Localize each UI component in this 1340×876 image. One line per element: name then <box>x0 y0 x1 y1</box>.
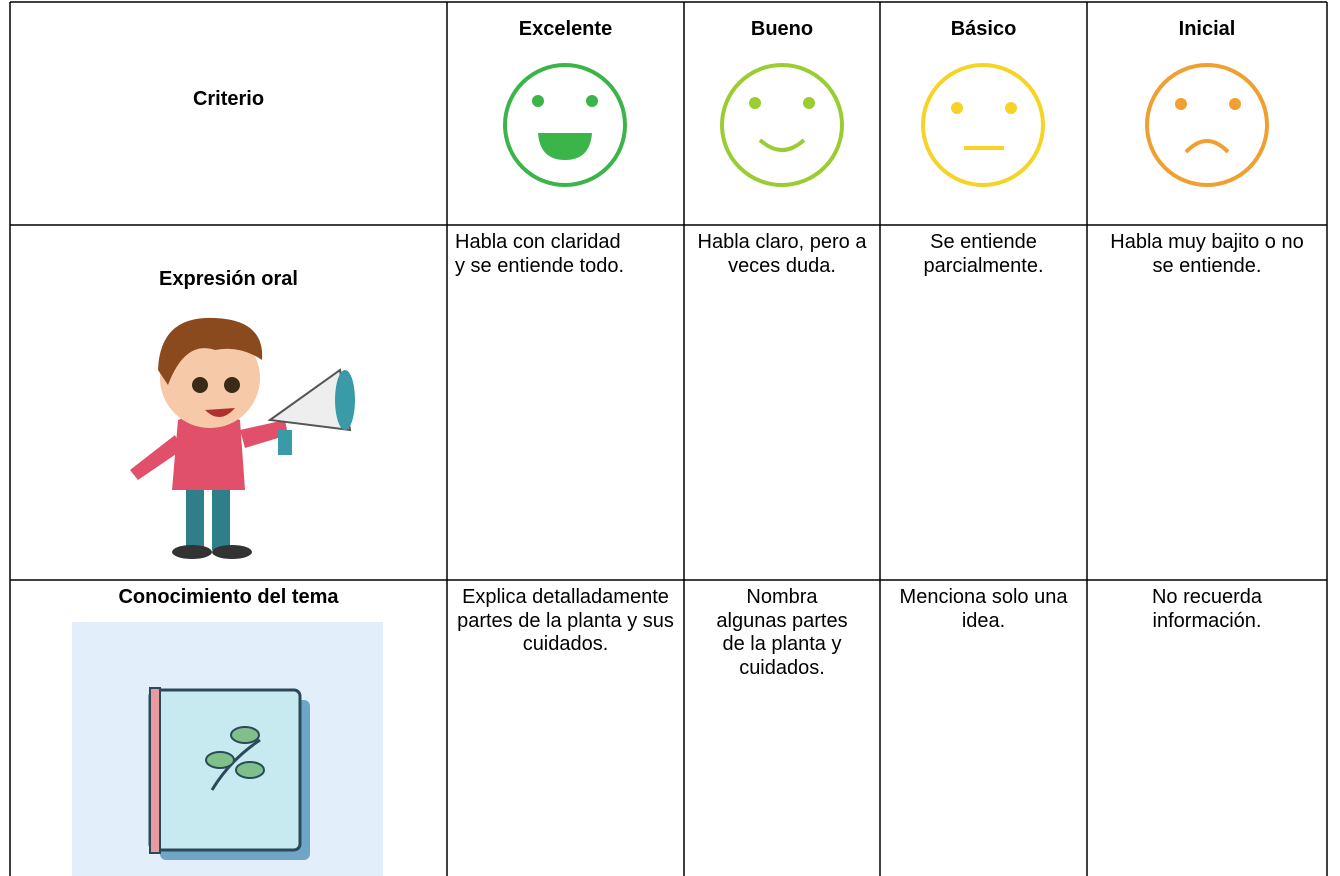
header-cell: Criterio <box>192 88 265 110</box>
descriptor-cell: Habla claro, pero a veces duda. <box>697 231 867 277</box>
boy-illustration <box>130 317 355 559</box>
descriptor-cell: No recuerda información. <box>1151 586 1263 632</box>
faces <box>503 63 1269 187</box>
header-cell: Bueno <box>750 18 814 40</box>
header-cell: Básico <box>950 18 1017 40</box>
descriptor-cell: Nombra algunas partes de la planta y cui… <box>716 586 848 679</box>
descriptor-cell: Explica detalladamente partes de la plan… <box>457 586 674 655</box>
descriptor-cell: Menciona solo una idea. <box>899 586 1068 632</box>
criterion-label: Expresión oral <box>159 268 298 290</box>
table-borders <box>9 1 1328 876</box>
descriptor-cell: Habla muy bajito o no se entiende. <box>1110 231 1304 277</box>
descriptor-cell: Habla con claridad y se entiende todo. <box>455 231 625 277</box>
header-cell: Inicial <box>1178 18 1236 40</box>
notebook-illustration <box>72 622 383 876</box>
descriptor-cell: Se entiende parcialmente. <box>923 231 1044 277</box>
criterion-label: Conocimiento del tema <box>118 586 339 608</box>
header-cell: Excelente <box>518 18 613 40</box>
